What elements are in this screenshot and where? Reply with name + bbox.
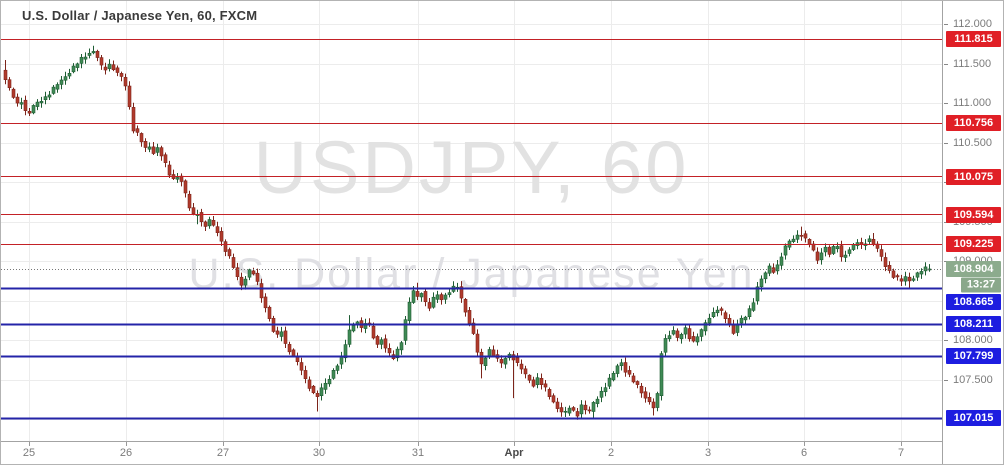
time-tick-label: 6 — [800, 447, 808, 459]
time-tick-label: 25 — [22, 447, 36, 459]
watermark: USDJPY, 60 U.S. Dollar / Japanese Yen — [189, 126, 755, 298]
support-price-label: 107.799 — [946, 348, 1001, 364]
svg-text:U.S. Dollar / Japanese Yen: U.S. Dollar / Japanese Yen — [189, 250, 755, 298]
time-tick-dash — [418, 442, 419, 446]
time-tick-dash — [611, 442, 612, 446]
time-tick-dash — [514, 442, 515, 446]
time-tick-dash — [319, 442, 320, 446]
price-tick-dash — [944, 143, 948, 144]
price-tick-label: 110.500 — [953, 137, 992, 149]
time-tick-label: 27 — [216, 447, 230, 459]
time-tick-dash — [708, 442, 709, 446]
time-axis[interactable]: 25 26 27 30 31 Apr 2 3 6 7 — [1, 441, 1003, 464]
support-price-label: 108.665 — [946, 294, 1001, 310]
time-tick-label: 2 — [607, 447, 615, 459]
gridlines — [1, 1, 942, 441]
price-tick-label: 112.000 — [953, 18, 992, 30]
price-tick-dash — [944, 380, 948, 381]
support-price-label: 108.211 — [946, 316, 1001, 332]
price-tick-dash — [944, 64, 948, 65]
svg-text:USDJPY, 60: USDJPY, 60 — [254, 126, 690, 209]
price-tick-dash — [944, 24, 948, 25]
price-tick-label: 107.500 — [953, 374, 993, 386]
time-tick-label: Apr — [504, 447, 524, 459]
resistance-price-label: 109.594 — [946, 207, 1001, 223]
resistance-price-label: 110.075 — [946, 169, 1001, 185]
axis-corner — [942, 441, 1003, 464]
price-tick-dash — [944, 340, 948, 341]
price-axis[interactable]: 112.000111.500111.000110.500110.000109.5… — [942, 1, 1003, 441]
symbol-title[interactable]: U.S. Dollar / Japanese Yen, 60, FXCM — [22, 8, 258, 23]
price-tick-label: 111.500 — [953, 58, 992, 70]
support-price-label: 107.015 — [946, 410, 1001, 426]
resistance-price-label: 110.756 — [946, 115, 1001, 131]
time-tick-label: 7 — [897, 447, 905, 459]
price-tick-label: 108.000 — [953, 334, 993, 346]
candlestick-chart[interactable]: USDJPY, 60 U.S. Dollar / Japanese Yen — [1, 1, 942, 441]
time-tick-label: 26 — [119, 447, 133, 459]
time-tick-dash — [223, 442, 224, 446]
time-tick-dash — [29, 442, 30, 446]
time-tick-dash — [804, 442, 805, 446]
resistance-price-label: 111.815 — [946, 31, 1001, 47]
price-tick-dash — [944, 103, 948, 104]
resistance-price-label: 109.225 — [946, 236, 1001, 252]
current-price-label: 108.904 — [946, 261, 1001, 277]
time-tick-label: 31 — [411, 447, 425, 459]
price-tick-label: 111.000 — [953, 97, 992, 109]
time-tick-dash — [126, 442, 127, 446]
time-tick-label: 30 — [312, 447, 326, 459]
bar-countdown-label: 13:27 — [961, 277, 1001, 293]
candles-series — [3, 45, 932, 420]
price-chart-canvas[interactable]: USDJPY, 60 U.S. Dollar / Japanese Yen U.S… — [1, 1, 942, 441]
time-tick-dash — [901, 442, 902, 446]
time-tick-label: 3 — [704, 447, 712, 459]
